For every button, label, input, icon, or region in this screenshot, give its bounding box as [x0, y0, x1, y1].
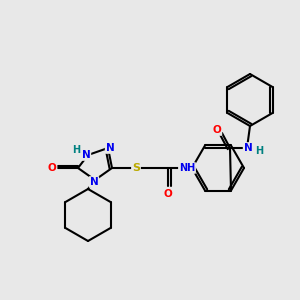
Text: N: N	[82, 150, 90, 160]
Text: NH: NH	[179, 163, 195, 173]
Text: N: N	[106, 143, 114, 153]
Text: O: O	[213, 125, 221, 135]
Text: H: H	[255, 146, 263, 156]
Text: H: H	[72, 145, 80, 155]
Text: S: S	[132, 163, 140, 173]
Text: N: N	[90, 177, 98, 187]
Text: O: O	[48, 163, 56, 173]
Text: O: O	[164, 189, 172, 199]
Text: N: N	[244, 143, 252, 153]
